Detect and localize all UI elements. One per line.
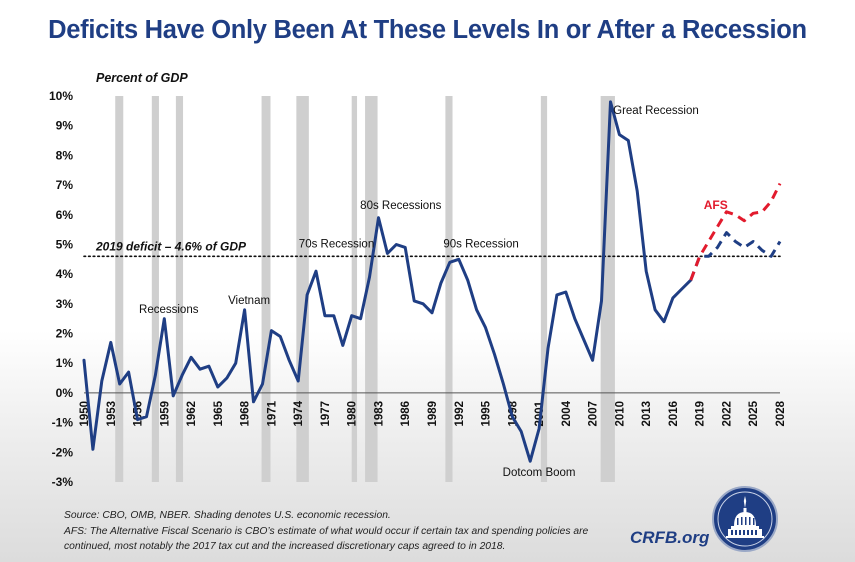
chart-title: Deficits Have Only Been At These Levels … <box>48 16 807 44</box>
y-tick-label: 2% <box>56 327 74 341</box>
y-tick-label: -2% <box>52 445 74 459</box>
recession-band <box>261 96 271 482</box>
x-tick-label: 1962 <box>186 401 198 427</box>
recession-band <box>365 96 378 482</box>
x-tick-label: 2028 <box>775 400 787 426</box>
x-tick-label: 1989 <box>427 401 439 427</box>
y-tick-label: 5% <box>56 237 74 251</box>
recession-band <box>151 96 159 482</box>
recession-band <box>540 96 548 482</box>
y-tick-label: 3% <box>56 297 74 311</box>
x-tick-label: 2022 <box>721 401 733 427</box>
axes: Percent of GDP -3% -2% -1% 0% 1% 2% 3% 4% 5% 6% 7% 8… <box>49 71 787 489</box>
recession-band <box>175 96 184 482</box>
capitol-dome-seal-icon <box>712 486 778 552</box>
y-tick-label: -3% <box>52 475 74 489</box>
y-tick-label: 7% <box>56 178 74 192</box>
series-line-historical <box>82 100 693 463</box>
recession-shading <box>115 96 615 482</box>
y-tick-label: 6% <box>56 208 74 222</box>
recession-band <box>115 96 124 482</box>
y-tick-label: 4% <box>56 267 74 281</box>
x-tick-label: 1968 <box>240 400 252 426</box>
annotation-label: Recessions <box>139 304 199 316</box>
annotation-label: Great Recession <box>613 105 699 117</box>
recession-band <box>600 96 615 482</box>
y-tick-label: 0% <box>56 386 74 400</box>
x-tick-label: 2025 <box>748 400 760 426</box>
y-tick-label: -1% <box>52 416 74 430</box>
x-tick-label: 2007 <box>588 401 600 427</box>
x-tick-label: 1965 <box>213 400 225 426</box>
x-tick-label: 1953 <box>106 401 118 427</box>
x-tick-label: 1974 <box>293 400 305 426</box>
recession-band <box>445 96 453 482</box>
y-tick-label: 1% <box>56 356 74 370</box>
annotation-label: AFS <box>704 198 728 212</box>
annotation-label: Dotcom Boom <box>503 467 576 479</box>
x-tick-label: 1959 <box>159 401 171 427</box>
series-group <box>82 100 782 463</box>
y-tick-label: 9% <box>56 119 74 133</box>
x-tick-label: 1983 <box>373 401 385 427</box>
source-note: Source: CBO, OMB, NBER. Shading denotes … <box>64 510 391 521</box>
y-tick-label: 10% <box>49 89 73 103</box>
reference-line-group: 2019 deficit – 4.6% of GDP <box>83 239 781 258</box>
recession-band <box>296 96 309 482</box>
x-tick-label: 1992 <box>454 401 466 427</box>
x-tick-label: 1995 <box>481 400 493 426</box>
series-line-projection <box>689 231 782 281</box>
recession-band <box>351 96 358 482</box>
annotation-label: Vietnam <box>228 295 270 307</box>
x-tick-label: 2019 <box>695 401 707 427</box>
reference-line-label: 2019 deficit – 4.6% of GDP <box>95 239 247 253</box>
x-tick-label: 2016 <box>668 401 680 427</box>
x-tick-label: 2010 <box>614 401 626 427</box>
x-tick-label: 2013 <box>641 401 653 427</box>
footer-notes: Source: CBO, OMB, NBER. Shading denotes … <box>64 508 634 555</box>
annotation-label: 90s Recession <box>443 238 518 250</box>
series-line-afs <box>689 182 782 281</box>
annotation-label: 80s Recessions <box>360 200 441 212</box>
x-tick-label: 1986 <box>400 401 412 427</box>
y-tick-label: 8% <box>56 148 74 162</box>
afs-note: AFS: The Alternative Fiscal Scenario is … <box>64 525 589 553</box>
annotation-label: 70s Recession <box>299 238 374 250</box>
deficit-chart: Percent of GDP -3% -2% -1% 0% 1% 2% 3% 4% 5% 6% 7% 8… <box>49 71 787 489</box>
y-axis-label: Percent of GDP <box>96 71 188 85</box>
x-tick-label: 1980 <box>347 401 359 427</box>
x-tick-label: 1977 <box>320 401 332 427</box>
annotations: Recessions Vietnam 70s Recession 80s Recess… <box>139 105 728 479</box>
brand-link[interactable]: CRFB.org <box>630 528 710 547</box>
x-tick-label: 1971 <box>266 400 278 426</box>
x-tick-label: 2004 <box>561 400 573 426</box>
